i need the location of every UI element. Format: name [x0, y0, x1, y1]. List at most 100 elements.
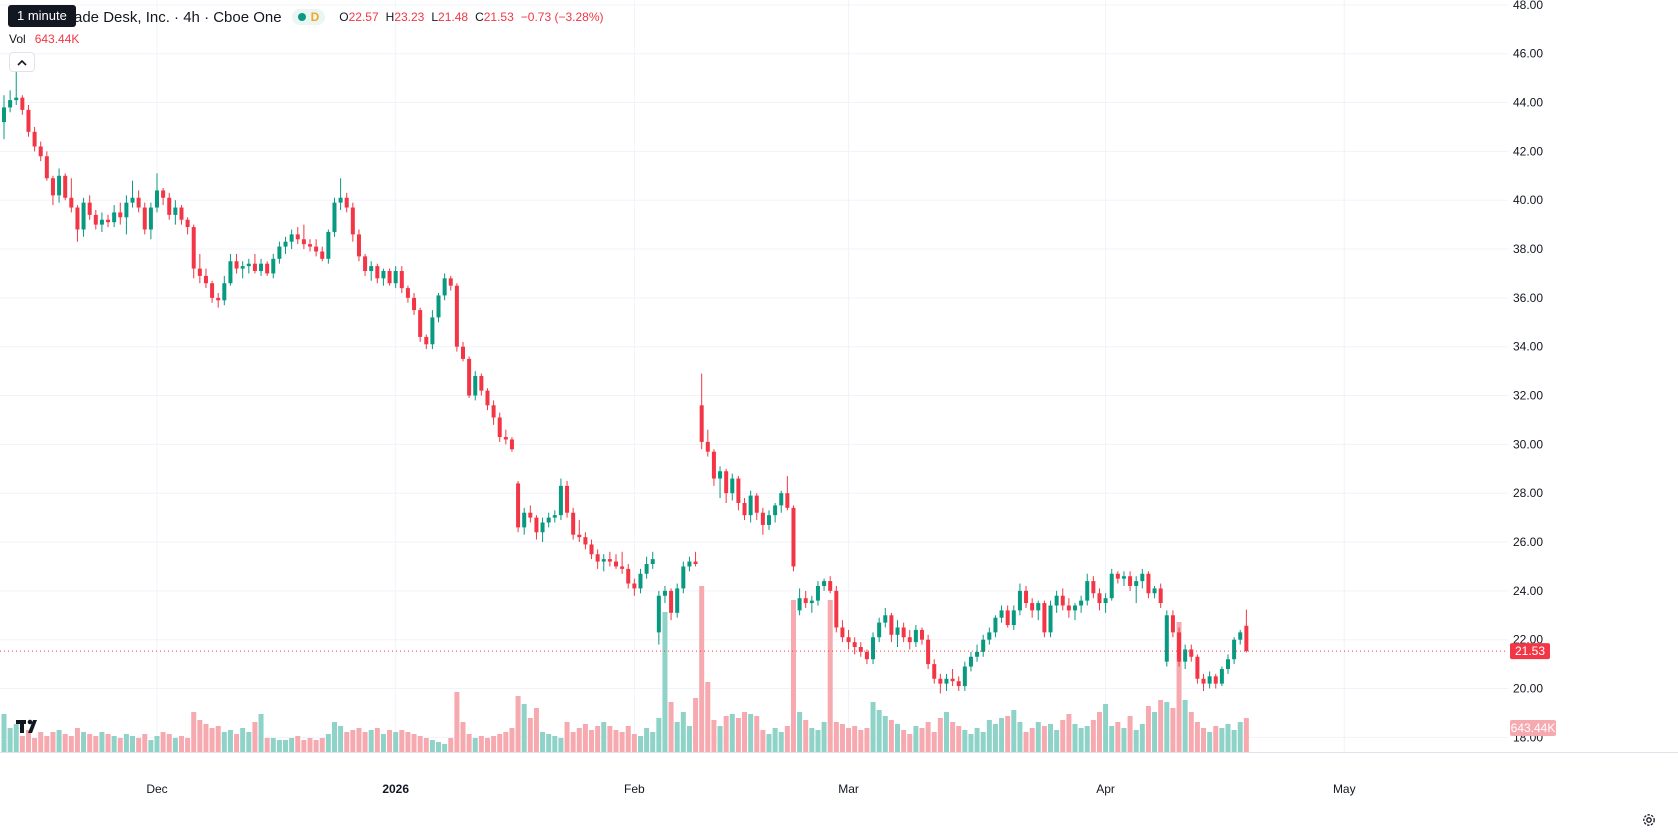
candle-body — [155, 190, 159, 208]
candle-body — [44, 156, 49, 179]
candle-body — [1121, 576, 1126, 579]
candle-body — [1238, 632, 1243, 640]
candle-body — [405, 288, 410, 298]
volume-bar — [1219, 728, 1225, 752]
price-axis[interactable]: 48.00 46.00 44.00 42.00 40.00 38.00 36.00 34.00… — [1513, 0, 1543, 744]
candle-body — [705, 441, 710, 452]
candle-body — [1042, 603, 1047, 633]
volume-bar — [1152, 712, 1158, 752]
candle-body — [754, 495, 759, 513]
volume-bar — [185, 738, 191, 752]
candle-body — [589, 544, 594, 555]
chevron-up-icon — [17, 59, 27, 66]
volume-bar — [56, 730, 62, 752]
volume-bar — [797, 712, 803, 752]
volume-bar — [888, 720, 894, 752]
candle-body — [834, 590, 839, 628]
volume-bar — [295, 736, 301, 752]
volume-bar — [497, 734, 503, 752]
volume-bar — [680, 712, 686, 752]
volume-bar — [1, 714, 7, 752]
candle-body — [718, 471, 723, 479]
candle-body — [944, 678, 949, 684]
candle-body — [130, 197, 135, 203]
time-axis[interactable]: Dec 2026 Feb Mar Apr May — [146, 782, 1355, 796]
candle-body — [1146, 573, 1151, 594]
volume-bar — [790, 600, 796, 752]
candle-body — [1226, 659, 1230, 669]
volume-bar — [215, 726, 221, 752]
candle-body — [277, 246, 282, 259]
candle-body — [2, 107, 6, 123]
time-tick-label: Feb — [624, 782, 645, 796]
volume-bar — [154, 736, 160, 752]
volume-bar — [839, 724, 845, 752]
candle-body — [1103, 598, 1108, 604]
price-tick-label: 20.00 — [1513, 682, 1543, 696]
volume-bar — [509, 728, 515, 752]
candle-body — [1213, 676, 1218, 684]
tradingview-logo-icon[interactable] — [16, 716, 42, 736]
candle-body — [522, 512, 527, 528]
price-tick-label: 40.00 — [1513, 193, 1543, 207]
market-status-badge[interactable]: D — [291, 9, 326, 25]
candle-body — [289, 234, 294, 242]
candle-body — [424, 336, 429, 345]
volume-bar — [436, 742, 442, 752]
volume-bar — [148, 740, 154, 752]
candle-body — [124, 202, 129, 218]
volume-bar — [484, 738, 490, 752]
market-status-dot-icon — [297, 13, 306, 21]
candle-body — [63, 175, 68, 198]
volume-bar — [344, 732, 350, 752]
price-tick-label: 36.00 — [1513, 291, 1543, 305]
volume-bar — [301, 740, 307, 752]
delayed-data-badge: D — [310, 10, 320, 24]
volume-bar — [1041, 726, 1047, 752]
volume-bar — [160, 732, 166, 752]
volume-bar — [172, 738, 178, 752]
candle-body — [797, 598, 802, 611]
volume-bar — [613, 730, 619, 752]
volume-bar — [503, 732, 509, 752]
volume-bar — [992, 724, 998, 752]
volume-bar — [166, 734, 172, 752]
candle-body — [938, 678, 943, 684]
candle-body — [620, 566, 625, 569]
candle-body — [1201, 678, 1206, 684]
candle-body — [840, 627, 845, 638]
volume-bar — [338, 726, 344, 752]
volume-bar — [803, 720, 809, 752]
candle-body — [252, 263, 257, 272]
low-label: L — [431, 10, 439, 24]
candle-body — [779, 493, 784, 506]
volume-bar — [754, 716, 760, 752]
collapse-legend-button[interactable] — [9, 52, 35, 72]
volume-bar — [380, 734, 386, 752]
price-tick-label: 26.00 — [1513, 535, 1543, 549]
volume-bar — [117, 738, 123, 752]
candle-body — [57, 175, 62, 196]
gear-icon[interactable] — [1641, 812, 1657, 828]
candle-body — [889, 615, 894, 635]
candle-body — [418, 310, 423, 337]
volume-bar — [209, 728, 215, 752]
volume-bar — [87, 734, 93, 752]
open-label: O — [339, 10, 349, 24]
volume-bar — [711, 720, 717, 752]
symbol-legend: ade Desk, Inc. · 4h · Cboe One D O22.57 … — [8, 6, 604, 28]
volume-bar — [742, 712, 748, 752]
candle-body — [222, 283, 227, 301]
candle-body — [999, 610, 1004, 618]
candle-body — [1017, 590, 1022, 611]
tradingview-logo-shape — [16, 719, 37, 733]
candle-body — [852, 642, 857, 648]
volume-bar — [674, 722, 680, 752]
volume-bar — [1164, 702, 1170, 752]
volume-bar — [81, 732, 87, 752]
candle-body — [730, 478, 735, 494]
volume-bar — [833, 722, 839, 752]
symbol-title[interactable]: ade Desk, Inc. · 4h · Cboe One — [74, 8, 282, 26]
interval-tooltip: 1 minute — [8, 5, 76, 27]
